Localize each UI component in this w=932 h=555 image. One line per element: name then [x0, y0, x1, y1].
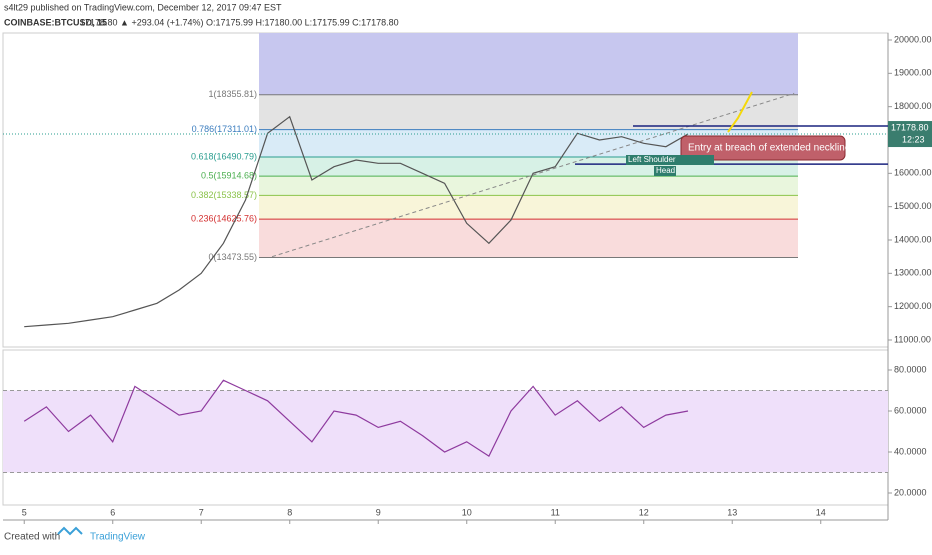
y-tick-label: 16000.00 — [894, 168, 932, 178]
footer-created: Created with — [4, 532, 60, 543]
fib-label: 0.786(17311.01) — [192, 124, 257, 134]
fib-zone — [259, 176, 798, 196]
fib-zone — [259, 94, 798, 130]
trend-line — [271, 92, 795, 258]
fib-label: 1(18355.81) — [208, 89, 257, 99]
fib-label: 0.382(15338.57) — [191, 190, 257, 200]
x-tick-label: 8 — [287, 507, 292, 517]
fib-top-zone — [259, 33, 798, 95]
annotation: Entry at breach of extended neckline — [688, 143, 851, 154]
y-tick-label: 20000.00 — [894, 34, 932, 44]
x-tick-label: 6 — [110, 507, 115, 517]
annotation: Left Shoulder — [628, 155, 676, 164]
last-price-timer: 12:23 — [902, 134, 925, 144]
x-tick-label: 12 — [639, 507, 649, 517]
y-tick-label: 19000.00 — [894, 68, 932, 78]
y-tick-label: 20.0000 — [894, 487, 927, 497]
arrow — [727, 91, 753, 133]
x-tick-label: 10 — [462, 507, 472, 517]
x-tick-label: 9 — [376, 507, 381, 517]
quote: 17178.80 ▲ +293.04 (+1.74%) O:17175.99 H… — [80, 17, 399, 27]
last-price-label: 17178.80 — [891, 122, 929, 132]
label-box — [626, 155, 714, 165]
x-tick-label: 5 — [22, 507, 27, 517]
label-box — [654, 166, 676, 176]
publisher: s4lt29 published on TradingView.com, Dec… — [4, 2, 282, 12]
y-tick-label: 60.0000 — [894, 405, 927, 415]
y-tick-label: 15000.00 — [894, 201, 932, 211]
symbol: COINBASE:BTCUSD, 15 — [4, 17, 107, 27]
fib-label: 0.618(16490.79) — [191, 151, 257, 161]
y-tick-label: 12000.00 — [894, 301, 932, 311]
y-tick-label: 13000.00 — [894, 268, 932, 278]
y-tick-label: 11000.00 — [894, 334, 931, 344]
footer-brand: TradingView — [90, 532, 146, 543]
x-tick-label: 14 — [816, 507, 826, 517]
y-tick-label: 14000.00 — [894, 234, 932, 244]
fib-label: 0.236(14625.76) — [191, 214, 257, 224]
annotation: Head — [656, 166, 675, 175]
fib-zone — [259, 219, 798, 258]
fib-label: 0(13473.55) — [208, 252, 257, 262]
y-tick-label: 18000.00 — [894, 101, 932, 111]
x-tick-label: 13 — [727, 507, 737, 517]
x-tick-label: 11 — [551, 507, 560, 517]
x-tick-label: 7 — [199, 507, 204, 517]
last-price-tag — [888, 121, 932, 148]
callout — [680, 135, 846, 161]
rsi-line — [23, 379, 689, 457]
rsi-band — [3, 390, 888, 473]
y-tick-label: 40.0000 — [894, 446, 927, 456]
price-line — [24, 115, 689, 328]
logo — [57, 526, 83, 536]
y-tick-label: 80.0000 — [894, 364, 927, 374]
fib-zone — [259, 195, 798, 220]
fib-label: 0.5(15914.68) — [201, 171, 257, 181]
